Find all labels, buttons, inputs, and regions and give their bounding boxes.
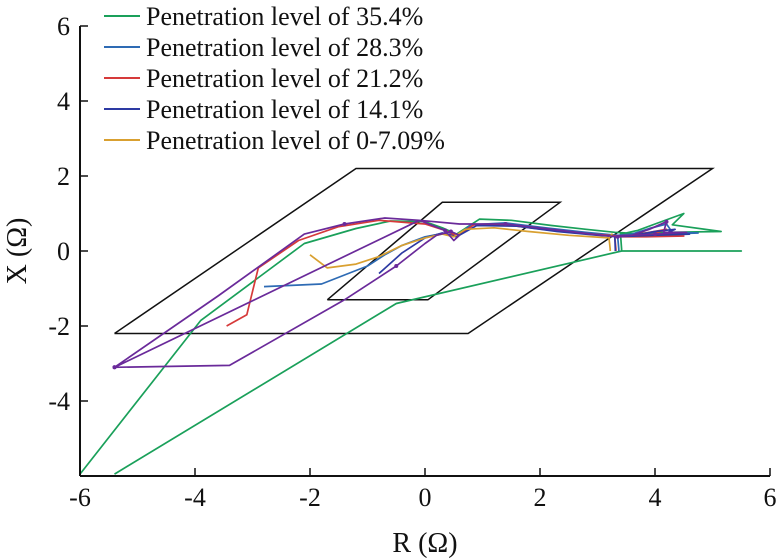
series-point bbox=[653, 232, 657, 237]
y-tick-label: 4 bbox=[57, 87, 70, 116]
series-point bbox=[394, 264, 399, 268]
series-line-6 bbox=[113, 217, 688, 369]
series-line-1 bbox=[80, 212, 743, 475]
legend-label: Penetration level of 0-7.09% bbox=[146, 126, 445, 155]
x-tick-label: 0 bbox=[419, 483, 432, 512]
series-point bbox=[615, 234, 620, 239]
legend: Penetration level of 35.4%Penetration le… bbox=[104, 2, 445, 155]
legend-label: Penetration level of 21.2% bbox=[146, 64, 423, 93]
series-point bbox=[112, 365, 117, 370]
y-tick-label: -2 bbox=[48, 312, 70, 341]
series-point bbox=[503, 222, 508, 226]
x-tick-label: 6 bbox=[764, 483, 777, 512]
legend-label: Penetration level of 14.1% bbox=[146, 95, 423, 124]
x-tick-label: 4 bbox=[649, 483, 662, 512]
series-point bbox=[443, 228, 448, 233]
series-line-2 bbox=[263, 222, 699, 288]
legend-label: Penetration level of 35.4% bbox=[146, 2, 423, 31]
plot-area bbox=[80, 167, 743, 475]
x-tick-label: -6 bbox=[69, 483, 91, 512]
boundary-1 bbox=[114, 167, 715, 335]
x-tick-label: -4 bbox=[184, 483, 206, 512]
boundary-2 bbox=[326, 201, 563, 301]
x-tick-label: 2 bbox=[534, 483, 547, 512]
y-tick-label: 0 bbox=[57, 237, 70, 266]
series-point bbox=[448, 229, 453, 234]
y-axis-label: X (Ω) bbox=[2, 218, 33, 285]
x-axis-label: R (Ω) bbox=[392, 528, 457, 558]
legend-label: Penetration level of 28.3% bbox=[146, 33, 423, 62]
x-tick-label: -2 bbox=[299, 483, 321, 512]
series-point bbox=[664, 219, 669, 224]
y-tick-label: 6 bbox=[57, 12, 70, 41]
series-point bbox=[342, 222, 347, 226]
y-tick-label: 2 bbox=[57, 162, 70, 191]
y-tick-label: -4 bbox=[48, 387, 70, 416]
axis-ticks: -6 -4 -2 0 2 4 6 -4 -2 0 2 4 6 bbox=[48, 12, 776, 512]
